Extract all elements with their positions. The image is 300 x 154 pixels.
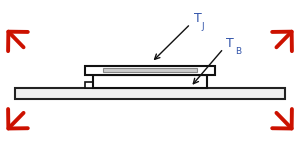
Bar xyxy=(15,88,285,99)
Bar xyxy=(93,75,207,88)
Text: B: B xyxy=(235,47,241,56)
Text: J: J xyxy=(202,22,205,31)
Bar xyxy=(85,82,93,88)
Text: T: T xyxy=(194,12,201,25)
Bar xyxy=(200,82,207,88)
Text: T: T xyxy=(226,37,234,50)
Bar xyxy=(103,68,196,72)
Bar xyxy=(85,66,214,75)
